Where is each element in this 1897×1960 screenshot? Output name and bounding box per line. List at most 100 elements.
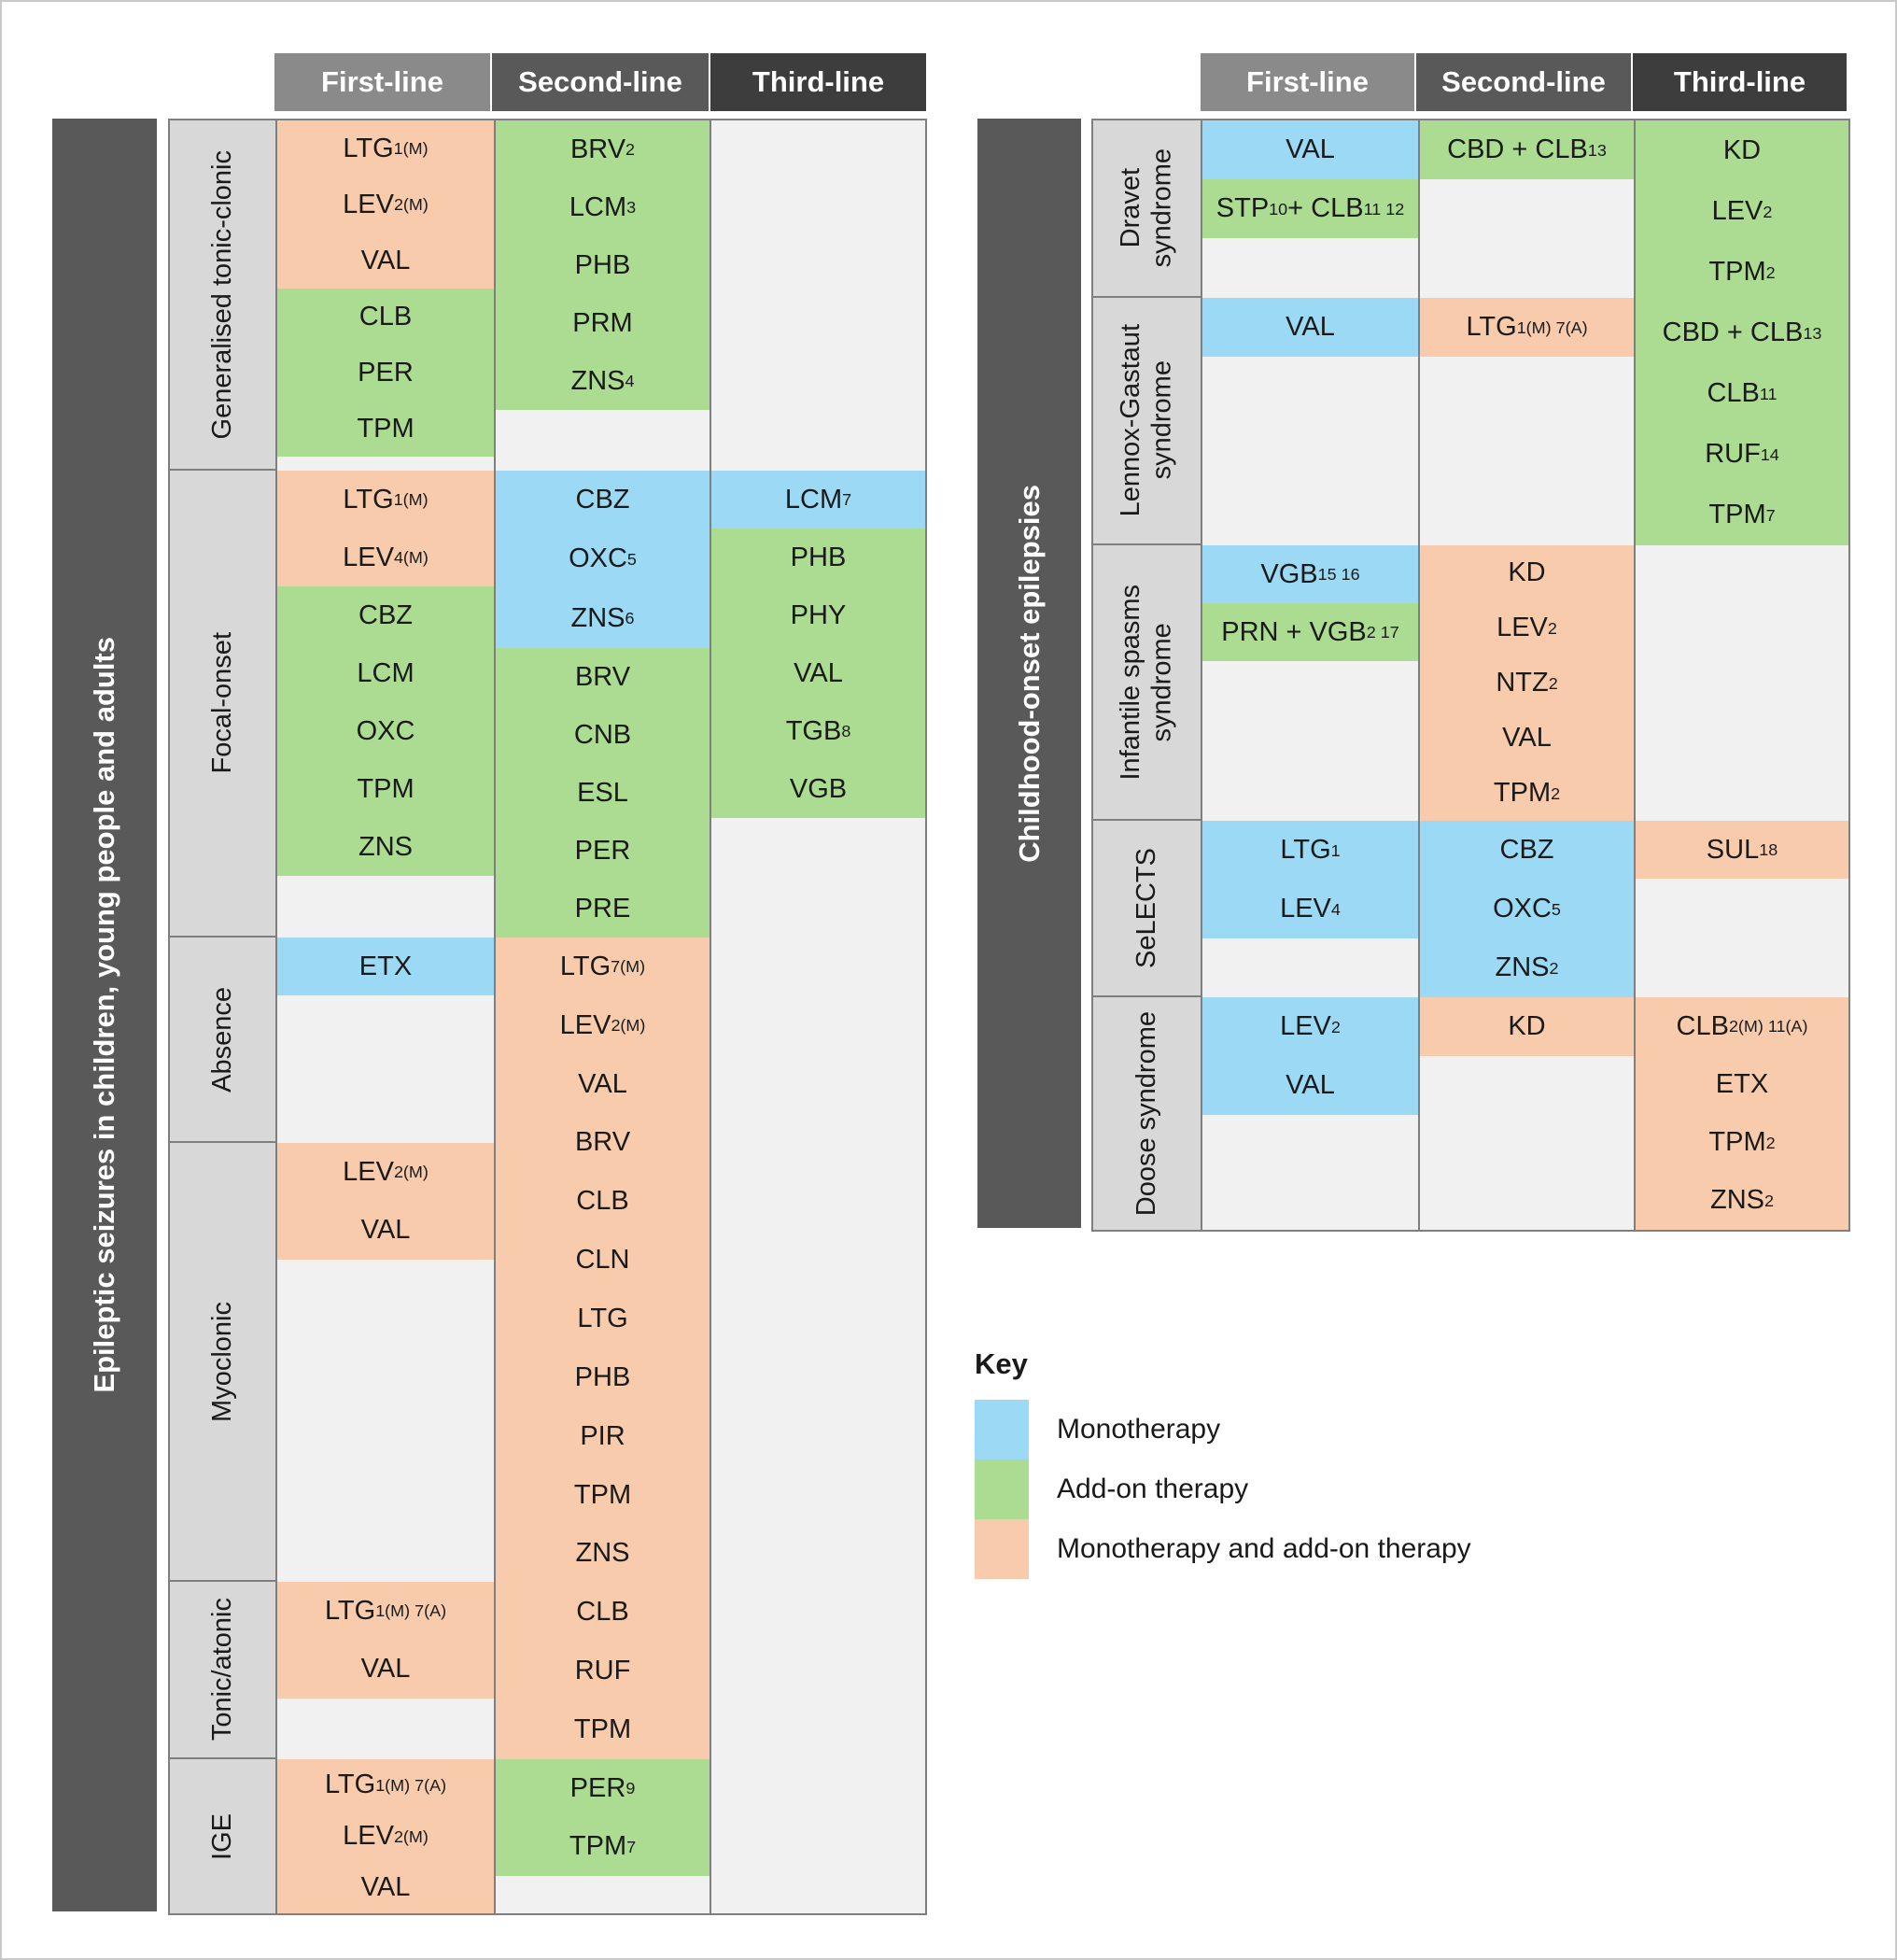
drug-item: ETX — [1636, 1070, 1848, 1098]
drug-code: RUF — [1705, 439, 1761, 469]
drug-item: PRE — [496, 895, 710, 923]
addon-therapy-block: BRV CNB ESL PER PRE — [496, 648, 710, 938]
addon-therapy-block: PHB PHY VAL TGB 8 VGB — [711, 529, 925, 818]
drug-code: OXC — [356, 715, 415, 746]
category-label: Infantile spasms syndrome — [1116, 584, 1177, 781]
empty-therapy-block — [277, 1260, 494, 1582]
drug-code: LTG — [324, 1770, 376, 1799]
drug-code: LTG — [343, 133, 394, 163]
key-title: Key — [975, 1347, 1028, 1380]
drug-item: LTG 1(M) — [343, 133, 429, 163]
drug-item: ZNS 2 — [1710, 1185, 1774, 1216]
key-swatch-both — [975, 1519, 1029, 1579]
drug-code: LTG — [577, 1303, 628, 1333]
key-swatch-addon — [975, 1459, 1029, 1519]
key-label-mono: Monotherapy — [1057, 1414, 1221, 1445]
category-label: Myoclonic — [206, 1301, 237, 1422]
drug-item: TPM — [496, 1479, 710, 1510]
drug-code: LEV — [343, 1156, 394, 1187]
drug-item: LCM 3 — [569, 191, 637, 222]
category-label: Tonic/atonic — [206, 1598, 237, 1741]
drug-code: LEV — [343, 189, 394, 219]
category-label: Doose syndrome — [1131, 1010, 1161, 1217]
both-therapy-block: CLB 2(M) 11(A) ETX TPM 2 ZNS 2 — [1636, 997, 1848, 1230]
drug-code: RUF — [574, 1656, 631, 1686]
mono-therapy-block: LEV 2 VAL — [1202, 997, 1418, 1115]
drug-item: VAL — [1202, 314, 1418, 341]
right-column-first-line: VAL STP 10 + CLB 11 12 VAL VGB 15 16 PRN + VGB 2… — [1202, 120, 1418, 1230]
drug-code: TPM — [573, 1479, 632, 1510]
empty-therapy-block — [711, 120, 925, 471]
drug-code: PER — [569, 1772, 626, 1803]
mono-therapy-block: CBZ OXC 5 ZNS 6 — [496, 471, 710, 648]
drug-item: ZNS 4 — [570, 365, 635, 396]
right-column-headers: First-line Second-line Third-line — [1201, 53, 1847, 111]
drug-item: ESL — [496, 779, 710, 807]
drug-item: VAL — [1202, 1072, 1418, 1099]
addon-therapy-block: BRV 2 LCM 3 PHB PRM ZNS 4 — [496, 120, 710, 410]
empty-therapy-block — [1420, 1056, 1634, 1230]
drug-item: VAL — [277, 247, 494, 275]
drug-code: TPM — [569, 1831, 627, 1862]
key-legend: Monotherapy Add-on therapy Monotherapy and… — [975, 1400, 1471, 1579]
drug-code: TPM — [1493, 778, 1552, 808]
drug-item: LEV 2(M) — [343, 1156, 429, 1187]
drug-code: CBZ — [1499, 835, 1554, 865]
drug-item: PER — [277, 359, 494, 387]
drug-item: ETX — [277, 952, 494, 980]
right-category-column: Dravet syndrome Lennox-Gastaut syndrome Infa… — [1093, 120, 1202, 1230]
left-sidebar-title: Epileptic seizures in children, young pe… — [88, 637, 121, 1393]
drug-item: TPM 2 — [1708, 1127, 1776, 1158]
drug-item: LTG 1(M) — [343, 484, 429, 515]
drug-item: PER 9 — [569, 1772, 636, 1803]
category-tonic-atonic: Tonic/atonic — [170, 1582, 275, 1759]
empty-therapy-block — [1202, 938, 1418, 997]
drug-code: VAL — [1286, 134, 1335, 164]
both-therapy-block: LTG 1(M) 7(A) LEV 2(M) VAL — [277, 1759, 494, 1913]
drug-item: CBD + CLB 13 — [1662, 317, 1822, 347]
right-header-third-line: Third-line — [1633, 53, 1847, 111]
drug-item: OXC 5 — [1493, 894, 1561, 924]
addon-therapy-block: PRN + VGB 2 17 — [1202, 603, 1418, 661]
drug-item: ZNS 6 — [570, 602, 635, 633]
drug-code: OXC — [569, 543, 627, 574]
drug-item: CBZ — [1420, 837, 1634, 864]
addon-therapy-block: KD LEV 2 TPM 2 CBD + CLB 13 CLB 11 RUF 14 TPM 7 — [1636, 120, 1848, 545]
drug-code: VAL — [1502, 723, 1552, 753]
mono-therapy-block: VAL — [1202, 120, 1418, 179]
drug-code: PHB — [574, 249, 631, 280]
drug-item: CLB — [496, 1599, 710, 1626]
drug-item: TPM 2 — [1708, 257, 1776, 287]
drug-code: VGB — [1260, 558, 1318, 589]
addon-therapy-block: STP 10 + CLB 11 12 — [1202, 179, 1418, 238]
drug-item: CBD + CLB 13 — [1447, 134, 1607, 164]
empty-therapy-block — [1420, 357, 1634, 545]
right-header-second-line: Second-line — [1416, 53, 1631, 111]
drug-item: LCM — [277, 659, 494, 687]
drug-item: SUL 18 — [1706, 834, 1778, 865]
category-label: Lennox-Gastaut syndrome — [1116, 324, 1177, 517]
key-entry-addon: Add-on therapy — [975, 1459, 1471, 1519]
drug-code: CLB — [1676, 1010, 1729, 1041]
drug-code: OXC — [1493, 894, 1552, 924]
drug-item: TPM 7 — [1708, 500, 1776, 529]
drug-item: LEV 4 — [1280, 894, 1341, 924]
category-infantile-spasms-syndrome: Infantile spasms syndrome — [1093, 545, 1201, 821]
left-table: Generalised tonic-clonic Focal-onset Absen… — [168, 119, 927, 1915]
drug-code: TPM — [573, 1713, 632, 1744]
drug-code: VAL — [360, 1215, 411, 1246]
drug-code: PIR — [580, 1420, 625, 1451]
drug-code: ZNS — [358, 831, 413, 862]
drug-item: KD — [1420, 559, 1634, 586]
drug-code: PHB — [574, 1361, 631, 1392]
drug-item: OXC 5 — [569, 543, 637, 574]
drug-code: CLB — [576, 1597, 629, 1628]
drug-item: VAL — [496, 1070, 710, 1098]
left-sidebar: Epileptic seizures in children, young pe… — [52, 119, 157, 1911]
category-ige: IGE — [170, 1759, 275, 1913]
drug-item: PRN + VGB 2 17 — [1221, 616, 1399, 647]
category-doose-syndrome: Doose syndrome — [1093, 997, 1201, 1230]
drug-item: LEV 2(M) — [343, 1821, 429, 1851]
both-therapy-block: LTG 1(M) LEV 2(M) VAL — [277, 120, 494, 289]
left-category-column: Generalised tonic-clonic Focal-onset Absen… — [170, 120, 277, 1913]
